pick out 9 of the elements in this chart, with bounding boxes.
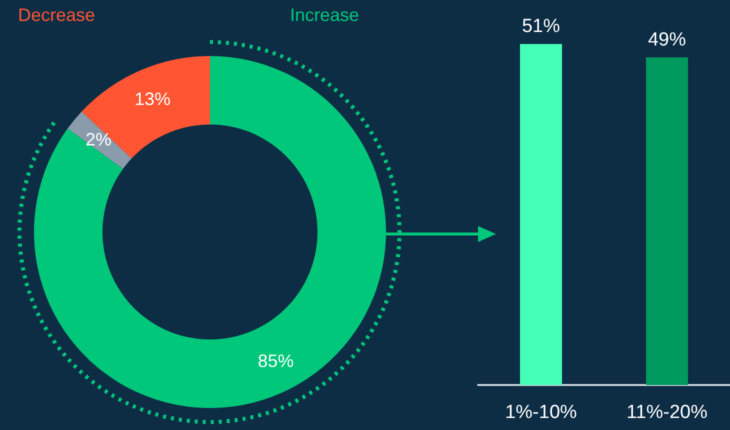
data-label: 2% bbox=[85, 130, 112, 150]
data-label: 49% bbox=[648, 29, 686, 50]
x-tick-label: 1%-10% bbox=[505, 402, 578, 423]
data-label: 13% bbox=[134, 89, 171, 110]
slice-label: Increase bbox=[290, 5, 360, 25]
data-label: 85% bbox=[258, 350, 294, 371]
data-label: 51% bbox=[522, 16, 560, 37]
slice-label: Decrease bbox=[18, 5, 96, 25]
x-tick-label: 11%-20% bbox=[626, 402, 708, 423]
